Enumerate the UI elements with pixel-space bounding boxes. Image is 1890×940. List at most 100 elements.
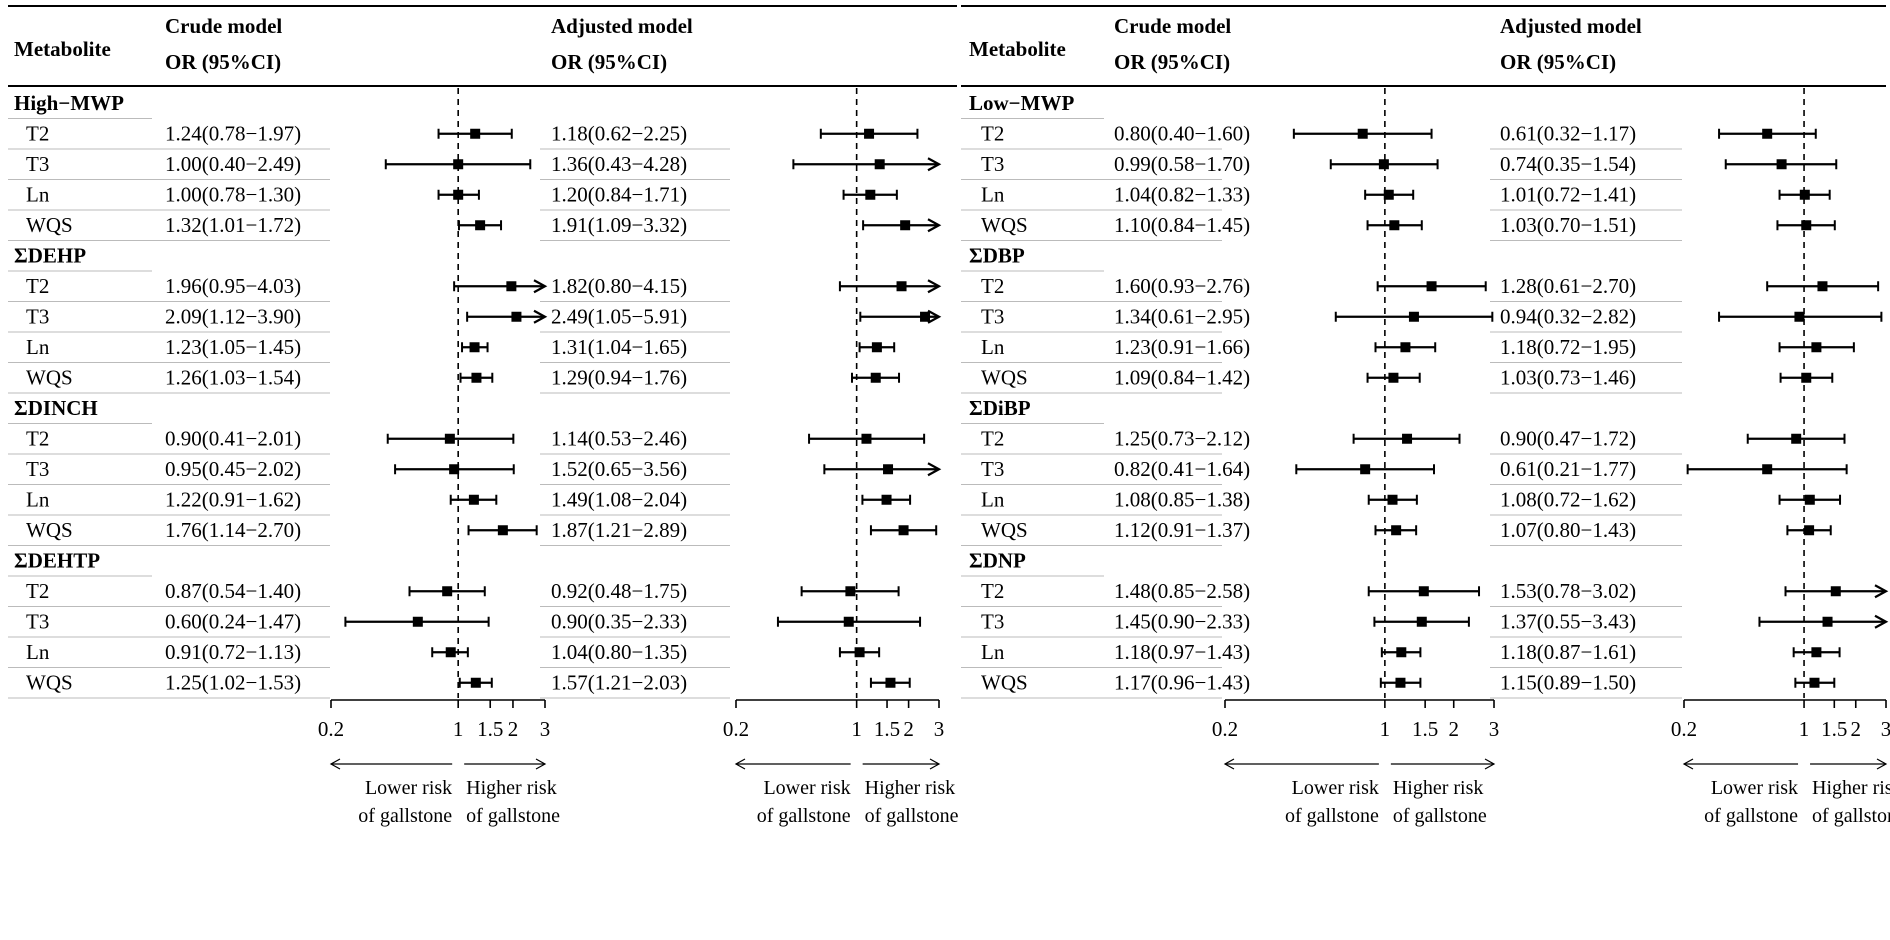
- crude-or-point: [470, 128, 481, 139]
- adjusted-or-ci-value: 1.03(0.70−1.51): [1500, 213, 1636, 237]
- adjusted-lower-risk-arrowhead: [1682, 758, 1694, 770]
- crude-or-point: [511, 311, 522, 322]
- row-label: T2: [26, 122, 49, 146]
- adjusted-x-tick-label: 2: [903, 717, 914, 741]
- crude-or-point: [1418, 586, 1429, 597]
- crude-or-ci-value: 1.10(0.84−1.45): [1114, 213, 1250, 237]
- row-label: Ln: [26, 335, 50, 359]
- group-label: ΣDEHTP: [14, 549, 100, 573]
- crude-or-ci-value: 1.24(0.78−1.97): [165, 122, 301, 146]
- crude-higher-risk-arrowhead: [535, 758, 547, 770]
- crude-x-tick-label: 1: [453, 717, 464, 741]
- crude-or-ci-value: 0.91(0.72−1.13): [165, 640, 301, 664]
- adjusted-or-point: [1762, 464, 1773, 475]
- adjusted-x-tick-label: 0.2: [1671, 717, 1697, 741]
- crude-or-ci-value: 1.25(0.73−2.12): [1114, 427, 1250, 451]
- adjusted-or-ci-value: 1.18(0.87−1.61): [1500, 640, 1636, 664]
- row-label: WQS: [981, 518, 1028, 542]
- row-label: Ln: [981, 335, 1005, 359]
- adjusted-or-ci-value: 1.82(0.80−4.15): [551, 274, 687, 298]
- adjusted-or-ci-value: 1.36(0.43−4.28): [551, 152, 687, 176]
- crude-or-point: [1400, 342, 1411, 353]
- crude-or-ci-value: 2.09(1.12−3.90): [165, 305, 301, 329]
- adjusted-or-point: [1801, 372, 1812, 383]
- adjusted-or-ci-value: 1.91(1.09−3.32): [551, 213, 687, 237]
- crude-or-ci-value: 1.26(1.03−1.54): [165, 366, 301, 390]
- crude-or-ci-value: 0.82(0.41−1.64): [1114, 457, 1250, 481]
- adjusted-or-ci-value: 1.37(0.55−3.43): [1500, 610, 1636, 634]
- adjusted-or-point: [1804, 525, 1815, 536]
- crude-ci-arrow: [533, 279, 548, 294]
- crude-or-point: [1426, 281, 1437, 292]
- adjusted-or-point: [1791, 433, 1802, 444]
- crude-x-tick-label: 1.5: [1412, 717, 1438, 741]
- row-label: T3: [981, 305, 1004, 329]
- adjusted-or-point: [871, 342, 882, 353]
- adjusted-or-ci-value: 0.61(0.32−1.17): [1500, 122, 1636, 146]
- row-label: T3: [26, 152, 49, 176]
- adjusted-or-ci-value: 1.14(0.53−2.46): [551, 427, 687, 451]
- adjusted-higher-risk-label: Higher risk: [1812, 777, 1890, 799]
- row-label: T2: [26, 579, 49, 603]
- crude-lower-risk-label: Lower risk: [365, 777, 452, 799]
- crude-or-point: [1391, 525, 1402, 536]
- adjusted-or-ci-value: 1.08(0.72−1.62): [1500, 488, 1636, 512]
- adjusted-or-point: [845, 586, 856, 597]
- adjusted-or-point: [1811, 647, 1822, 658]
- adjusted-or-point: [843, 616, 854, 627]
- crude-higher-risk-label: of gallstone: [466, 805, 560, 827]
- adjusted-or-point: [900, 220, 911, 231]
- group-label: ΣDINCH: [14, 396, 98, 420]
- row-label: T2: [981, 122, 1004, 146]
- crude-or-ci-value: 0.90(0.41−2.01): [165, 427, 301, 451]
- crude-or-point: [1408, 311, 1419, 322]
- adjusted-or-point: [1776, 159, 1787, 170]
- adjusted-or-ci-value: 2.49(1.05−5.91): [551, 305, 687, 329]
- adjusted-higher-risk-arrowhead: [929, 758, 941, 770]
- crude-or-point: [1389, 220, 1400, 231]
- adjusted-or-ci-value: 1.87(1.21−2.89): [551, 518, 687, 542]
- adjusted-or-point: [1817, 281, 1828, 292]
- crude-x-tick-label: 2: [1448, 717, 1459, 741]
- crude-or-point: [1378, 159, 1389, 170]
- row-label: T3: [26, 610, 49, 634]
- crude-x-tick-label: 0.2: [1212, 717, 1238, 741]
- header-metabolite: Metabolite: [969, 37, 1066, 61]
- crude-or-ci-value: 1.08(0.85−1.38): [1114, 488, 1250, 512]
- crude-x-tick-label: 3: [540, 717, 551, 741]
- crude-or-point: [442, 586, 453, 597]
- crude-or-point: [1360, 464, 1371, 475]
- adjusted-or-point: [1811, 342, 1822, 353]
- header-metabolite: Metabolite: [14, 37, 111, 61]
- header-crude-model: Crude model: [1114, 14, 1231, 38]
- panel-right: Metabolite Crude model OR (95%CI) Adjusted …: [961, 5, 1890, 827]
- crude-lower-risk-arrowhead: [1223, 758, 1235, 770]
- crude-or-point: [471, 372, 482, 383]
- row-label: T2: [981, 427, 1004, 451]
- adjusted-or-point: [1794, 311, 1805, 322]
- crude-x-tick-label: 2: [508, 717, 519, 741]
- crude-or-ci-value: 1.45(0.90−2.33): [1114, 610, 1250, 634]
- adjusted-or-point: [920, 311, 931, 322]
- header-adjusted-or-ci: OR (95%CI): [551, 50, 667, 74]
- adjusted-or-ci-value: 1.03(0.73−1.46): [1500, 366, 1636, 390]
- adjusted-ci-arrow: [927, 157, 942, 172]
- adjusted-higher-risk-label: of gallstone: [865, 805, 959, 827]
- crude-or-point: [449, 464, 460, 475]
- adjusted-or-ci-value: 1.29(0.94−1.76): [551, 366, 687, 390]
- row-label: WQS: [26, 366, 73, 390]
- header-crude-or-ci: OR (95%CI): [1114, 50, 1230, 74]
- adjusted-ci-arrow: [927, 309, 942, 324]
- adjusted-x-tick-label: 1: [1799, 717, 1810, 741]
- group-label: High−MWP: [14, 91, 124, 115]
- crude-or-ci-value: 0.80(0.40−1.60): [1114, 122, 1250, 146]
- adjusted-or-point: [1801, 220, 1812, 231]
- crude-or-point: [1357, 128, 1368, 139]
- crude-or-ci-value: 1.00(0.78−1.30): [165, 183, 301, 207]
- group-label: ΣDBP: [969, 244, 1025, 268]
- crude-or-point: [1388, 372, 1399, 383]
- row-label: Ln: [981, 488, 1005, 512]
- crude-or-ci-value: 0.95(0.45−2.02): [165, 457, 301, 481]
- crude-or-point: [470, 677, 481, 688]
